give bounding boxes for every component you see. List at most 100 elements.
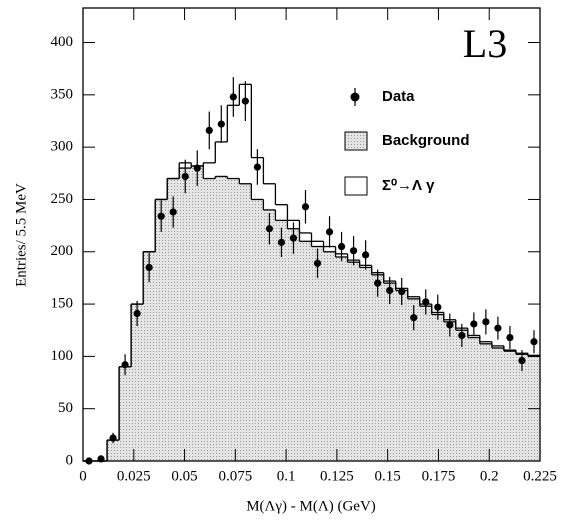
data-point — [349, 247, 358, 255]
hist-bar — [311, 246, 324, 461]
y-tick-label: 50 — [58, 400, 73, 416]
hist-bar — [251, 199, 264, 462]
hist-bar — [395, 290, 408, 461]
data-point — [193, 164, 201, 172]
legend-marker — [344, 131, 368, 151]
hist-bar — [263, 209, 276, 461]
data-point — [506, 333, 514, 342]
hist-bar — [131, 304, 144, 461]
plot-frame — [82, 7, 541, 462]
hist-bar — [203, 178, 216, 461]
data-point — [482, 318, 490, 326]
data-point — [410, 314, 418, 322]
hist-bar — [323, 251, 336, 461]
x-tick-label: 0.225 — [523, 468, 557, 484]
data-point — [494, 324, 502, 332]
data-point — [325, 228, 334, 236]
legend-label: Background — [382, 132, 470, 149]
hist-bar — [191, 165, 204, 461]
y-tick-label: 0 — [66, 452, 74, 468]
hist-bar — [287, 228, 300, 461]
data-point — [133, 309, 141, 318]
legend-label: Data — [382, 88, 415, 105]
hist-bar — [227, 105, 240, 179]
hist-bar — [443, 321, 456, 461]
hist-bar — [275, 204, 288, 221]
hist-bar — [239, 183, 252, 461]
data-point — [265, 225, 274, 233]
y-tick-label: 350 — [51, 86, 74, 102]
x-tick-label: 0.125 — [320, 468, 354, 484]
data-point — [398, 287, 406, 296]
hist-bar — [179, 168, 192, 462]
x-tick-label: 0 — [79, 468, 87, 484]
y-tick-label: 300 — [51, 139, 74, 155]
hist-bar — [107, 440, 120, 461]
hist-bar — [119, 366, 132, 461]
hist-bar — [167, 178, 180, 461]
legend-marker — [344, 176, 368, 196]
y-tick-label: 100 — [51, 348, 74, 364]
hist-bar — [311, 241, 324, 247]
x-tick-label: 0.175 — [422, 468, 456, 484]
data-point — [530, 338, 538, 346]
hist-bar — [227, 178, 240, 461]
hist-bar — [419, 306, 432, 461]
hist-bar — [383, 283, 396, 461]
data-point — [109, 434, 117, 442]
x-tick-label: 0.1 — [277, 468, 296, 484]
data-point — [145, 263, 153, 272]
legend-label: Σ⁰→Λ γ — [382, 177, 435, 194]
data-point — [217, 120, 225, 128]
data-point — [470, 320, 478, 328]
data-point — [253, 163, 261, 171]
data-point — [229, 93, 237, 101]
hist-bar — [203, 162, 216, 179]
data-point — [169, 208, 177, 216]
data-point — [181, 172, 189, 181]
data-point — [289, 234, 298, 242]
x-tick-label: 0.15 — [375, 468, 401, 484]
y-tick-label: 400 — [51, 34, 74, 50]
hist-bar — [407, 298, 420, 461]
hist-bar — [467, 335, 480, 338]
hist-bar — [515, 354, 528, 461]
x-tick-label: 0.2 — [480, 468, 499, 484]
hist-bar — [431, 314, 444, 461]
hist-bar — [263, 183, 276, 210]
hist-bar — [359, 267, 372, 461]
hist-bar — [503, 351, 516, 461]
data-point — [434, 303, 442, 311]
hist-bar — [143, 251, 156, 461]
data-point — [205, 126, 213, 135]
data-point — [121, 361, 129, 369]
hist-bar — [335, 256, 348, 461]
hist-bar — [479, 341, 492, 344]
hist-bar — [299, 232, 312, 242]
x-tick-label: 0.025 — [117, 468, 151, 484]
hist-bar — [215, 176, 228, 461]
hist-bar — [155, 199, 168, 462]
y-axis-label: Entries/ 5.5 MeV — [13, 183, 29, 287]
data-point — [277, 238, 286, 246]
hist-bar — [275, 220, 288, 461]
x-tick-label: 0.075 — [218, 468, 252, 484]
hist-bar — [215, 141, 228, 177]
hist-bar — [407, 296, 420, 299]
data-point — [518, 356, 526, 365]
data-point — [301, 203, 310, 211]
data-point — [157, 212, 165, 220]
data-point — [337, 242, 346, 251]
data-point — [458, 331, 466, 340]
data-point — [241, 97, 249, 105]
hist-bar — [455, 330, 468, 461]
data-point — [386, 286, 394, 295]
x-tick-label: 0.05 — [171, 468, 197, 484]
hist-bar — [479, 343, 492, 461]
data-point — [362, 251, 370, 259]
hist-bar — [491, 345, 504, 349]
y-tick-label: 150 — [51, 296, 74, 312]
hist-bar — [323, 246, 336, 252]
hist-bar — [299, 241, 312, 461]
